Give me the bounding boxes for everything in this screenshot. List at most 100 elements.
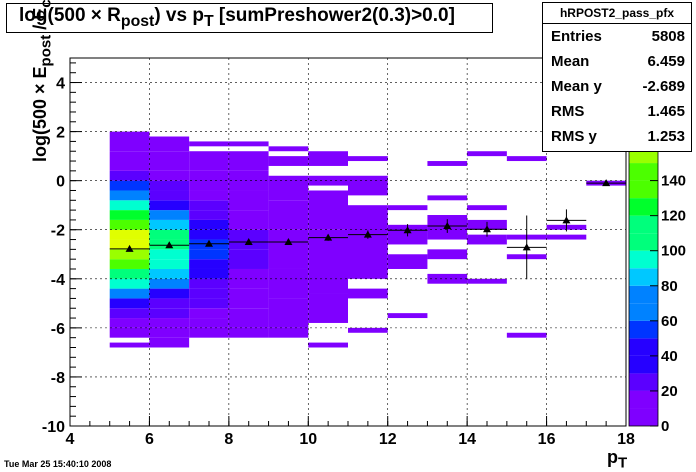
- heatmap-cell: [228, 151, 269, 171]
- heatmap-cell: [189, 268, 229, 279]
- heatmap-cell: [228, 190, 269, 211]
- heatmap-cell: [348, 288, 388, 299]
- heatmap-cell: [506, 332, 547, 338]
- heatmap-cell: [109, 268, 150, 279]
- color-scale-segment: [629, 268, 658, 286]
- y-tick-label: -4: [51, 272, 65, 289]
- heatmap-cell: [109, 151, 150, 171]
- heatmap-cell: [467, 151, 507, 157]
- color-scale-segment: [629, 285, 658, 304]
- heatmap-cell: [109, 298, 150, 309]
- stats-title: hRPOST2_pass_pfx: [543, 3, 691, 24]
- y-tick-label: 2: [56, 125, 65, 142]
- heatmap-cell: [189, 288, 229, 299]
- heatmap-cell: [109, 308, 150, 319]
- z-tick-label: 140: [661, 173, 686, 190]
- profile-marker: [403, 226, 412, 234]
- profile-marker: [363, 230, 372, 238]
- plot-title-text: log(500 × Rpost) vs pT [sumPreshower2(0.…: [19, 5, 455, 30]
- color-scale-segment: [629, 250, 658, 269]
- x-tick-label: 16: [538, 431, 556, 448]
- heatmap-cell: [268, 327, 309, 338]
- stats-value: 6.459: [647, 53, 685, 70]
- heatmap-cell: [109, 318, 150, 328]
- heatmap-cell: [427, 195, 468, 201]
- heatmap-cell: [189, 308, 229, 319]
- x-tick-label: 12: [379, 431, 397, 448]
- z-tick-label: 20: [661, 383, 678, 400]
- heatmap-cell: [228, 170, 269, 191]
- profile-marker: [602, 179, 611, 187]
- stats-row-mean-y: Mean y -2.689: [543, 74, 691, 99]
- stats-label: Entries: [551, 28, 602, 45]
- heatmap-cell: [189, 298, 229, 309]
- heatmap-cell: [109, 170, 150, 181]
- heatmap-cell: [189, 249, 229, 260]
- color-scale-segment: [629, 233, 658, 251]
- stats-label: Mean: [551, 53, 590, 70]
- color-scale-segment: [629, 198, 658, 216]
- heatmap-cell: [109, 249, 150, 260]
- color-scale: 020406080100120140160: [628, 127, 686, 435]
- heatmap-cell: [149, 190, 190, 201]
- heatmap-cell: [268, 156, 309, 166]
- y-tick-label: 0: [56, 174, 65, 191]
- stats-value: 5808: [651, 28, 685, 45]
- heatmap-cell: [109, 327, 150, 338]
- heatmap-cell: [189, 151, 229, 171]
- color-scale-segment: [629, 180, 658, 199]
- profile-marker: [324, 233, 333, 241]
- heatmap-cell: [109, 131, 150, 152]
- stats-value: 1.465: [647, 103, 685, 120]
- heatmap-cell: [149, 249, 190, 260]
- heatmap-cell: [427, 273, 468, 284]
- profile-series: [109, 179, 626, 280]
- heatmap-cell: [189, 259, 229, 269]
- profile-marker: [205, 239, 213, 247]
- heatmap-cell: [189, 229, 229, 240]
- heatmap-cell: [149, 170, 190, 181]
- heatmap-cell: [189, 278, 229, 289]
- profile-marker: [125, 244, 134, 252]
- heatmap-cell: [109, 239, 150, 250]
- heatmap-cell: [189, 210, 229, 220]
- heatmap-cell: [149, 308, 190, 319]
- heatmap-cell: [427, 161, 468, 166]
- heatmap-cell: [467, 278, 507, 284]
- stats-box: hRPOST2_pass_pfx Entries 5808 Mean 6.459 M…: [542, 2, 692, 152]
- heatmap-cell: [348, 175, 388, 196]
- heatmap-cell: [109, 180, 150, 191]
- heatmap-cell: [308, 151, 348, 166]
- heatmap-cell: [348, 327, 388, 333]
- heatmap-cell: [189, 318, 229, 328]
- heatmap-cell: [109, 200, 150, 211]
- heatmap-cell: [506, 156, 547, 162]
- heatmap-cell: [427, 249, 468, 260]
- heatmap-cell: [189, 141, 229, 147]
- heatmap-cell: [109, 342, 150, 348]
- profile-marker: [284, 238, 293, 245]
- x-tick-label: 14: [458, 431, 476, 448]
- heatmap-cell: [228, 288, 269, 309]
- heatmap-cell: [268, 175, 309, 201]
- heatmap-cell: [149, 200, 190, 211]
- profile-marker: [244, 238, 253, 245]
- heatmap-cell: [149, 219, 190, 230]
- color-scale-segment: [629, 390, 658, 409]
- color-scale-segment: [629, 355, 658, 374]
- heatmap-cell: [189, 170, 229, 191]
- heatmap-cell: [149, 151, 190, 171]
- profile-marker: [165, 241, 174, 249]
- stats-value: 1.253: [647, 128, 685, 145]
- heatmap-cell: [149, 259, 190, 269]
- heatmap-cell: [387, 205, 428, 211]
- z-tick-label: 60: [661, 313, 678, 330]
- stats-row-rms: RMS 1.465: [543, 99, 691, 124]
- heatmap-cell: [467, 234, 507, 245]
- stats-label: RMS: [551, 103, 585, 120]
- heatmap-cell: [149, 318, 190, 328]
- heatmap-cell: [189, 190, 229, 201]
- x-tick-label: 8: [224, 431, 233, 448]
- heatmap-cell: [308, 293, 348, 323]
- x-tick-label: 18: [617, 431, 635, 448]
